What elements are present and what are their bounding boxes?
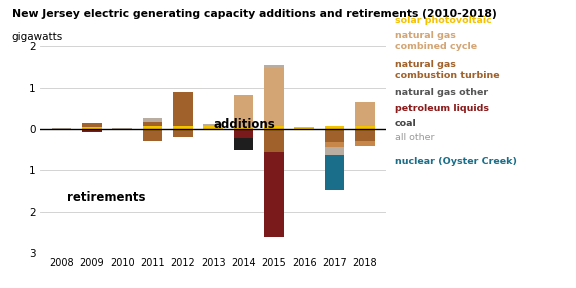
Text: natural gas other: natural gas other [395, 88, 488, 97]
Bar [324, 129, 344, 142]
Bar [143, 122, 162, 126]
Bar [355, 129, 374, 141]
Bar [324, 142, 344, 147]
Bar [112, 129, 132, 130]
Text: all other: all other [395, 133, 434, 142]
Bar [355, 126, 374, 129]
Bar [143, 129, 162, 141]
Text: retirements: retirements [67, 191, 146, 204]
Bar [294, 129, 314, 130]
Bar [264, 126, 283, 129]
Bar [173, 129, 192, 137]
Bar [143, 126, 162, 129]
Text: nuclear (Oyster Creek): nuclear (Oyster Creek) [395, 157, 517, 166]
Text: natural gas
combined cycle: natural gas combined cycle [395, 31, 477, 51]
Text: additions: additions [213, 118, 275, 131]
Bar [203, 126, 223, 129]
Bar [173, 92, 192, 126]
Text: petroleum liquids: petroleum liquids [395, 104, 488, 113]
Bar [324, 147, 344, 155]
Text: solar photovoltaic: solar photovoltaic [395, 16, 491, 25]
Bar [143, 118, 162, 122]
Bar [324, 126, 344, 129]
Bar [173, 126, 192, 129]
Bar [203, 124, 223, 126]
Bar [264, 68, 283, 126]
Bar [355, 141, 374, 146]
Bar [234, 129, 253, 138]
Bar [52, 129, 71, 130]
Bar [294, 127, 314, 129]
Text: gigawatts: gigawatts [12, 32, 63, 42]
Bar [355, 102, 374, 126]
Bar [234, 126, 253, 129]
Bar [82, 129, 102, 132]
Bar [264, 129, 283, 152]
Bar [324, 155, 344, 190]
Bar [82, 127, 102, 129]
Text: New Jersey electric generating capacity additions and retirements (2010-2018): New Jersey electric generating capacity … [12, 9, 497, 19]
Text: coal: coal [395, 119, 416, 128]
Bar [82, 123, 102, 127]
Bar [112, 128, 132, 129]
Bar [264, 152, 283, 237]
Bar [234, 95, 253, 126]
Bar [52, 128, 71, 129]
Bar [264, 65, 283, 68]
Text: natural gas
combustion turbine: natural gas combustion turbine [395, 60, 499, 80]
Bar [234, 138, 253, 150]
